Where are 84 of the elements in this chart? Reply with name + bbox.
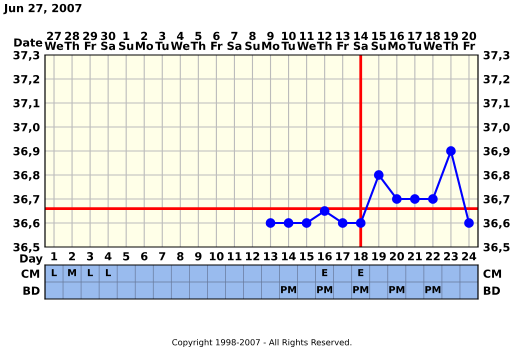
text: M — [68, 269, 76, 276]
x2-axis-title: Date — [14, 38, 42, 47]
text: 1 Su — [119, 32, 134, 50]
text: L — [106, 269, 111, 276]
chart-title: Jun 27, 2007 — [3, 4, 82, 14]
text: PM — [281, 286, 296, 294]
x-tick-label: 7 — [159, 252, 166, 260]
text: 16 Mo — [388, 32, 406, 50]
text: 30 Sa — [101, 32, 116, 50]
x-tick-label: 18 — [354, 252, 368, 260]
point — [356, 218, 366, 228]
text: 14 Sa — [354, 32, 368, 50]
point — [320, 206, 330, 216]
text: PM — [317, 286, 332, 294]
x-tick-label: 14 — [282, 252, 296, 260]
text: 6 Fr — [211, 32, 223, 50]
text: PM — [353, 286, 368, 294]
text: 28 Th — [64, 32, 80, 50]
text: 20 Fr — [462, 32, 476, 50]
point — [302, 218, 312, 228]
point — [410, 194, 420, 204]
text: 12 Th — [316, 32, 332, 50]
x-tick-label: 11 — [228, 252, 242, 260]
text: E — [358, 269, 364, 276]
text: 18 We — [424, 32, 442, 50]
text: 9 Mo — [262, 32, 280, 50]
text: PM — [425, 286, 440, 294]
x-axis-title: Day — [20, 254, 43, 265]
point — [266, 218, 276, 228]
text: L — [88, 269, 93, 276]
text: PM — [389, 286, 404, 294]
text: 5 Th — [190, 32, 206, 50]
x-tick-label: 10 — [210, 252, 224, 260]
text: 11 We — [297, 32, 316, 50]
text: 8 Su — [245, 32, 260, 50]
text: 29 Fr — [83, 32, 98, 50]
x-tick-label: 24 — [462, 252, 476, 260]
text: 10 Tu — [281, 32, 296, 50]
x-tick-label: 21 — [408, 252, 422, 260]
text: E — [322, 269, 328, 276]
x-tick-label: 23 — [444, 252, 458, 260]
x-tick-label: 6 — [141, 252, 148, 260]
x-tick-label: 19 — [372, 252, 386, 260]
point — [338, 218, 348, 228]
text: 7 Sa — [227, 32, 242, 50]
x-tick-label: 3 — [86, 252, 94, 260]
y-tick-label: 37,2 — [13, 74, 40, 85]
text: 27 We — [44, 32, 64, 50]
x-tick-label: 17 — [336, 252, 350, 260]
y-tick-label: 36,6 — [13, 218, 40, 229]
text: Copyright 1998-2007 - All Rights Reserved. — [172, 338, 352, 348]
x-tick-label: 12 — [246, 252, 260, 260]
text: 3 Tu — [155, 32, 168, 50]
x-tick-label: 4 — [104, 252, 112, 260]
point — [284, 218, 294, 228]
x-tick-label: 15 — [300, 252, 314, 260]
x-tick-label: 5 — [123, 252, 130, 260]
text: 2 Mo — [136, 32, 154, 50]
x-tick-label: 9 — [195, 252, 202, 260]
y-tick-label: 36,9 — [13, 146, 40, 157]
y-tick-label: 36,7 — [13, 194, 40, 205]
x-tick-label: 13 — [264, 252, 278, 260]
y-tick-label: 37,1 — [13, 98, 40, 109]
point — [464, 218, 474, 228]
x-tick-label: 22 — [426, 252, 440, 260]
y-tick-label: 36,5 — [13, 242, 40, 253]
point — [446, 146, 456, 156]
text: 19 Th — [443, 32, 458, 50]
x-tick-label: 16 — [318, 252, 332, 260]
text: 13 Fr — [336, 32, 350, 50]
text: 15 Su — [372, 32, 386, 50]
text: 4 We — [170, 32, 190, 50]
x-tick-label: 1 — [51, 252, 58, 260]
y-tick-label: 37,3 — [13, 50, 40, 61]
x-tick-label: 8 — [177, 252, 184, 260]
y-tick-label: 37,0 — [13, 122, 40, 133]
text: 17 Tu — [408, 32, 422, 50]
y-tick-label: 36,8 — [13, 170, 40, 181]
x-tick-label: 20 — [390, 252, 404, 260]
x-tick-label: 2 — [69, 252, 75, 260]
point — [428, 194, 438, 204]
point — [392, 194, 402, 204]
text: L — [52, 269, 57, 276]
point — [374, 170, 384, 180]
